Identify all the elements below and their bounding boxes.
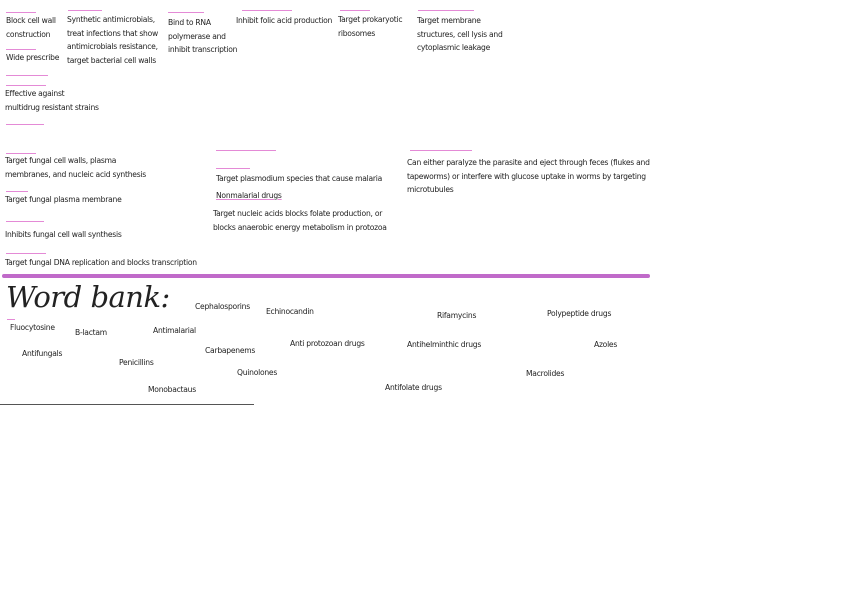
definition-text: Synthetic antimicrobials, treat infectio… [67, 15, 158, 65]
word-bank-term: Antifolate drugs [385, 383, 442, 392]
word-bank-term: Antimalarial [153, 326, 196, 335]
blank-line [6, 85, 46, 86]
word-bank-term: Quinolones [237, 368, 278, 377]
definition-text: Target nucleic acids blocks folate produ… [213, 209, 387, 232]
blank-line [68, 10, 102, 11]
blank-line [7, 319, 15, 320]
blank-line [6, 221, 44, 222]
definition-text: Nonmalarial drugs [216, 191, 282, 200]
definition-text: Effective against multidrug resistant st… [5, 89, 99, 112]
bottom-rule [0, 404, 254, 405]
definition-text: Target fungal cell walls, plasma membran… [5, 156, 146, 179]
blank-line [242, 10, 292, 11]
definition-text: Inhibits fungal cell wall synthesis [5, 230, 122, 239]
definition-text: Can either paralyze the parasite and eje… [407, 158, 650, 194]
definition-text: Target fungal DNA replication and blocks… [5, 258, 197, 267]
blank-line [216, 150, 276, 151]
definition-text: Target plasmodium species that cause mal… [216, 174, 383, 183]
section-divider [2, 274, 650, 278]
definition-text: Target membrane structures, cell lysis a… [417, 16, 503, 52]
definition-text: Block cell wall construction [6, 16, 56, 39]
blank-line [6, 12, 36, 13]
blank-line [216, 168, 250, 169]
definition-text: Wide prescribe [6, 53, 60, 62]
definition-text: Bind to RNA polymerase and inhibit trans… [168, 18, 238, 54]
blank-line [6, 49, 36, 50]
word-bank-term: Antifungals [22, 349, 63, 358]
word-bank-term: Antihelminthic drugs [407, 340, 482, 349]
blank-line [6, 253, 46, 254]
blank-line [418, 10, 474, 11]
word-bank-term: Anti protozoan drugs [290, 339, 365, 348]
blank-line [6, 191, 28, 192]
word-bank-term: Echinocandin [266, 307, 314, 316]
blank-line [6, 124, 44, 125]
word-bank-term: Rifamycins [437, 311, 477, 320]
word-bank-term: Penicillins [119, 358, 154, 367]
word-bank-term: Polypeptide drugs [547, 309, 612, 318]
word-bank-term: Carbapenems [205, 346, 256, 355]
definition-text: Inhibit folic acid production [236, 16, 333, 25]
word-bank-term: Cephalosporins [195, 302, 250, 311]
word-bank-term: B-lactam [75, 328, 107, 337]
definition-text: Target fungal plasma membrane [5, 195, 122, 204]
word-bank-term: Azoles [594, 340, 618, 349]
word-bank-title: Word bank: [6, 280, 170, 314]
blank-line [6, 153, 36, 154]
word-bank-term: Fluocytosine [10, 323, 55, 332]
blank-line [168, 12, 204, 13]
word-bank-term: Monobactaus [148, 385, 196, 394]
definition-text: Target prokaryotic ribosomes [338, 15, 403, 38]
blank-line [340, 10, 370, 11]
word-bank-term: Macrolides [526, 369, 565, 378]
blank-line [410, 150, 472, 151]
blank-line [6, 75, 48, 76]
